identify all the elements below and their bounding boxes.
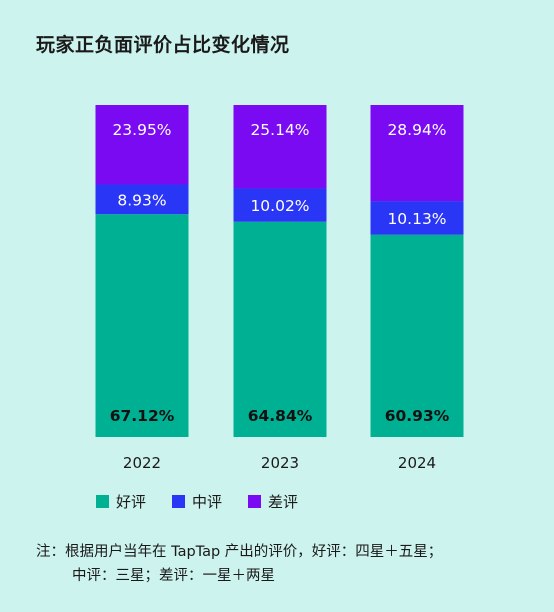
bar-segment-2022-1 [95,184,189,215]
bar-segment-2022-2 [95,105,189,185]
bar-segment-2024-0 [370,234,464,437]
legend-label-neutral: 中评 [192,493,223,511]
footnote-line-2: 中评：三星；差评：一星＋两星 [72,568,275,584]
bar-segment-2023-2 [233,105,327,189]
bar-segment-2024-1 [370,201,464,235]
data-label-2023-2: 25.14% [250,121,309,139]
bar-segment-2022-0 [95,214,189,437]
legend-swatch-negative [248,495,262,508]
data-label-2024-1: 10.13% [387,210,446,228]
data-label-2024-2: 28.94% [387,121,446,139]
legend-item-positive: 好评 [96,491,146,512]
data-label-2022-1: 8.93% [117,191,166,209]
bar-segment-2024-2 [370,105,464,202]
legend-label-negative: 差评 [268,493,299,511]
footnote: 注：根据用户当年在 TapTap 产出的评价，好评：四星＋五星； 中评：三星；差… [36,540,442,588]
bar-segment-2023-1 [233,188,327,222]
legend-label-positive: 好评 [116,493,147,511]
legend-swatch-positive [96,495,109,508]
legend-item-neutral: 中评 [172,491,222,512]
x-tick-label-2024: 2024 [398,454,436,472]
data-label-2022-0: 67.12% [110,407,175,425]
legend: 好评 中评 差评 [96,491,298,512]
data-label-2022-2: 23.95% [112,121,171,139]
legend-item-negative: 差评 [248,491,298,512]
data-label-2023-0: 64.84% [248,407,313,425]
x-tick-label-2022: 2022 [123,454,161,472]
chart-title: 玩家正负面评价占比变化情况 [36,34,290,56]
x-tick-label-2023: 2023 [261,454,299,472]
stacked-bar-chart: 67.12% 8.93% 23.95% 2022 64.84% 10.02% 25.14% 2… [95,105,464,472]
bar-segment-2023-0 [233,221,327,437]
legend-swatch-neutral [172,495,186,508]
data-label-2024-0: 60.93% [385,407,450,425]
footnote-line-1: 注：根据用户当年在 TapTap 产出的评价，好评：四星＋五星； [36,544,443,560]
data-label-2023-1: 10.02% [250,197,309,215]
